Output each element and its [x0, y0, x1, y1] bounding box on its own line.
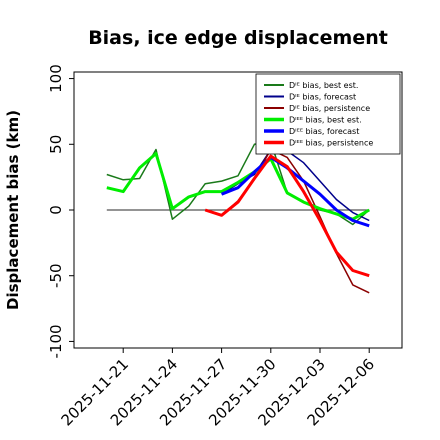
- legend-label-2: Dᴵᴱ bias, forecast: [289, 93, 356, 102]
- legend-label-3: Dᴵᴱ bias, persistence: [289, 104, 370, 113]
- legend-label-6: Dᴵᴱᴱ bias, persistence: [289, 139, 373, 148]
- legend-label-4: Dᴵᴱᴱ bias, best est.: [289, 116, 362, 125]
- y-tick-label: -100: [47, 324, 65, 358]
- y-axis-label: Displacement bias (km): [4, 110, 22, 310]
- y-tick-label: 50: [47, 135, 65, 154]
- y-tick-label: 0: [47, 205, 65, 215]
- legend-box: [255, 73, 401, 155]
- series-line-4: [106, 152, 370, 221]
- legend-label-5: Dᴵᴱᴱ bias, forecast: [289, 127, 359, 136]
- y-tick-label: 100: [47, 64, 65, 93]
- chart-title: Bias, ice edge displacement: [88, 27, 388, 49]
- series-line-6: [204, 154, 370, 278]
- series-line-3: [204, 148, 370, 294]
- plot-area: -100-500501002025-11-212025-11-242025-11…: [47, 64, 403, 429]
- y-tick-label: -50: [47, 263, 65, 288]
- series-line-5: [221, 155, 370, 228]
- legend-label-1: Dᴵᴱ bias, best est.: [289, 81, 358, 90]
